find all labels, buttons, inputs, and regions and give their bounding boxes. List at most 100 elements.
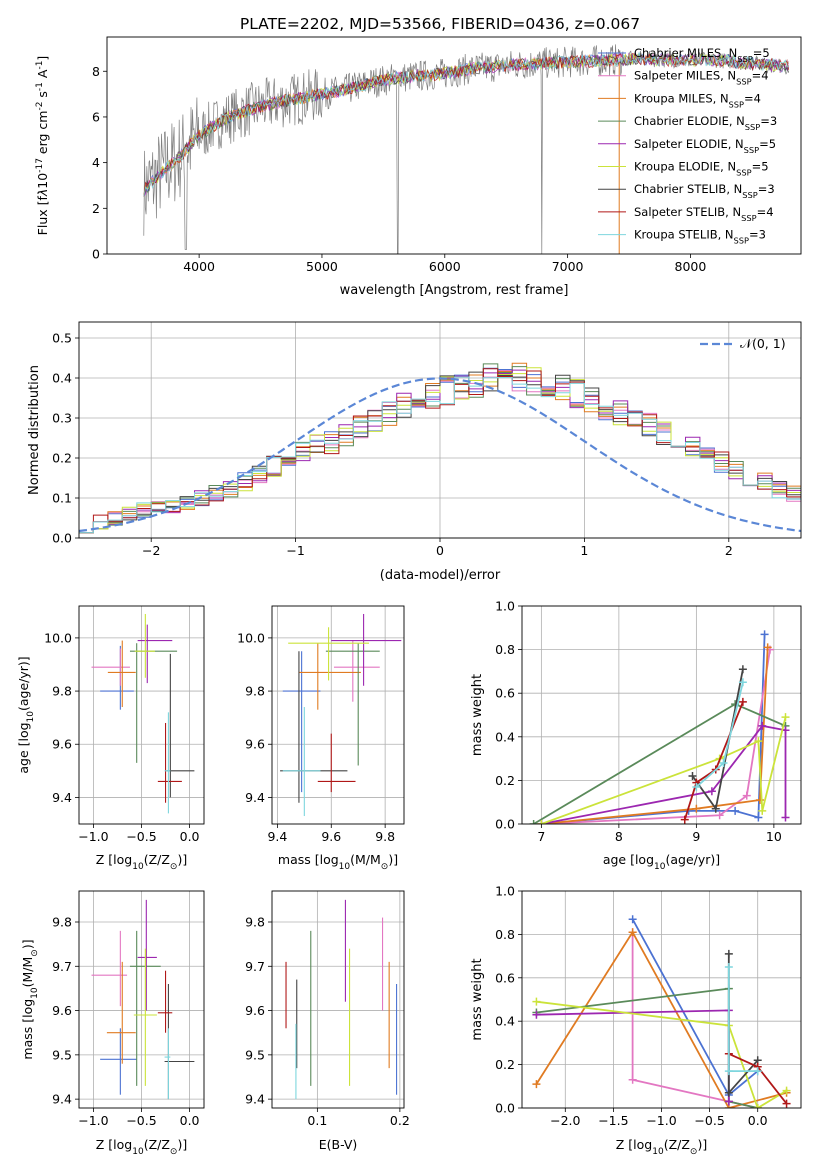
x-tick-label: 4000 [183, 259, 215, 274]
x-tick-label: 0 [436, 543, 444, 558]
label-part: )] [20, 939, 35, 949]
series-marker [758, 721, 767, 730]
label-part: (Z/Z [144, 852, 170, 867]
plot-area [532, 915, 791, 1108]
x-tick-label: 0.0 [180, 829, 200, 844]
label-part: Chabrier STELIB, N [634, 182, 742, 196]
x-tick-label: 7000 [552, 259, 584, 274]
series-line-kroupa_elodie [541, 716, 787, 824]
panel-Z_vs_age: −1.0 −0.5 0.09.49.69.810.0Z [log10(Z/Z⊙)]a… [16, 605, 205, 872]
label-part: )] [697, 1137, 707, 1152]
x-axis-label: (data-model)/error [380, 568, 501, 583]
label-part: ⊙ [170, 862, 178, 872]
y-tick-label: 0.2 [495, 773, 515, 788]
label-part: Chabrier MILES, N [634, 46, 737, 60]
legend-entry: Kroupa STELIB, NSSP=3 [634, 228, 766, 246]
label-part: A [35, 69, 50, 82]
label-part: SSP [744, 145, 759, 155]
x-axis-label: mass [log10(M/M⊙)] [278, 852, 398, 872]
label-part: 10 [26, 711, 36, 723]
axes-frame [521, 890, 802, 1109]
x-axis-label: Z [log10(Z/Z⊙)] [96, 852, 187, 872]
model-spectrum-chabrier_stelib [143, 52, 790, 197]
axes-frame [78, 605, 205, 825]
axes-frame [78, 321, 802, 539]
label-part: SSP [741, 213, 756, 223]
y-axis-label: mass weight [470, 674, 485, 756]
y-tick-label: 0.5 [52, 331, 72, 346]
y-tick-label: 1.0 [495, 884, 515, 899]
label-part: SSP [729, 99, 744, 109]
plot-area [285, 899, 398, 1100]
normal-curve-line [79, 377, 801, 533]
x-tick-label: 6000 [429, 259, 461, 274]
y-axis-label: age [log10(age/yr)] [16, 656, 36, 773]
label-part: =3 [758, 182, 775, 196]
label-part: 10 [132, 1147, 144, 1157]
y-tick-label: 9.6 [245, 1003, 265, 1018]
histogram-kroupa_elodie [79, 367, 801, 534]
y-tick-label: 9.8 [52, 915, 72, 930]
label-part: ⊙ [30, 949, 40, 957]
label-part: (Z/Z [144, 1137, 170, 1152]
label-part: -17 [35, 158, 45, 173]
series-marker [763, 643, 772, 652]
panel-Z_vs_mass_weight: −2.0 −1.5 −1.0 −0.5 0.0 0.0 0.2 0.4 0.6 0.8 1.0 Z [… [470, 884, 802, 1157]
y-tick-label: 0.4 [495, 729, 515, 744]
y-tick-label: 9.6 [52, 737, 72, 752]
series-marker [707, 787, 716, 796]
y-tick-label: 1.0 [495, 599, 515, 614]
series-marker [754, 737, 763, 746]
series-marker [782, 1086, 791, 1095]
y-tick-label: 0.2 [495, 1057, 515, 1072]
y-tick-label: 9.4 [245, 1092, 265, 1107]
x-tick-label: 9.4 [267, 829, 287, 844]
label-part: (age/yr)] [665, 852, 720, 867]
model-spectrum-kroupa_stelib [143, 51, 789, 197]
label-part: )] [388, 852, 398, 867]
label-part: =4 [744, 91, 761, 105]
label-part: )] [177, 852, 187, 867]
y-tick-label: 0.0 [495, 817, 515, 832]
label-part: Kroupa MILES, N [634, 91, 729, 105]
label-part: =5 [752, 160, 769, 174]
label-part: Z [log [96, 1137, 132, 1152]
observed-spectrum-line [143, 44, 789, 254]
series-marker [537, 820, 546, 824]
x-tick-label: 0.1 [307, 1113, 327, 1128]
series-marker [532, 1080, 541, 1089]
axes-frame [271, 605, 405, 825]
x-tick-label: −1.0 [78, 1113, 108, 1128]
axes-frame [521, 605, 802, 825]
label-part: λ [35, 189, 50, 197]
y-tick-label: 9.8 [245, 684, 265, 699]
series-marker [724, 1097, 733, 1106]
label-part: mass [log [20, 999, 35, 1060]
x-axis-label: age [log10(age/yr)] [603, 852, 720, 872]
label-part: =4 [752, 69, 769, 83]
x-tick-label: 5000 [306, 259, 338, 274]
x-tick-label: −1.5 [598, 1113, 628, 1128]
label-part: SSP [734, 236, 749, 246]
label-part: s [35, 91, 50, 102]
plot-area [143, 44, 790, 254]
plot-area [79, 362, 801, 534]
series-marker [758, 806, 767, 815]
label-part: (M/M [350, 852, 381, 867]
label-part: (Z/Z [664, 1137, 690, 1152]
label-part: Flux [f [35, 196, 50, 236]
series-marker [680, 815, 689, 824]
y-tick-label: 6 [92, 109, 100, 124]
label-part: ⊙ [690, 1147, 698, 1157]
label-part: Salpeter STELIB, N [634, 205, 741, 219]
y-tick-label: 9.5 [52, 1047, 72, 1062]
series-line-kroupa_miles [541, 647, 769, 824]
y-tick-label: 9.8 [52, 684, 72, 699]
series-marker [782, 1099, 791, 1108]
label-part: erg cm [35, 111, 50, 159]
label-part: Salpeter ELODIE, N [634, 137, 744, 151]
label-part: Chabrier ELODIE, N [634, 114, 745, 128]
series-marker [738, 665, 747, 674]
y-axis-label: mass weight [470, 958, 485, 1040]
panel-Z_vs_mass: −1.0 −0.5 0.09.49.59.69.79.8Z [log10(Z/Z⊙)… [20, 890, 205, 1157]
